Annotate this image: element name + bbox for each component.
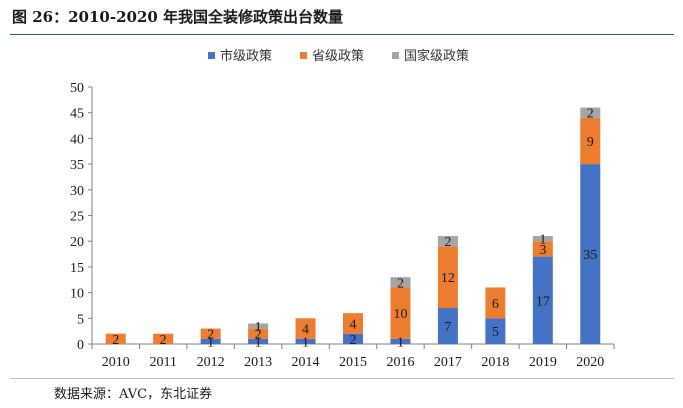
data-label: 2 — [350, 333, 357, 348]
x-tick-label: 2015 — [339, 355, 367, 370]
y-tick-label: 35 — [70, 158, 84, 173]
y-tick-label: 45 — [70, 107, 84, 122]
data-label: 2 — [397, 276, 404, 291]
footer-divider — [10, 378, 674, 379]
bar-segment-2 — [105, 333, 126, 344]
data-label: 4 — [302, 323, 309, 338]
x-tick-label: 2016 — [386, 355, 414, 370]
data-label: 2 — [444, 235, 451, 250]
data-label: 1 — [539, 233, 546, 248]
data-label: 2 — [587, 107, 594, 122]
bar-segment-3 — [390, 277, 411, 288]
bar-segment-2 — [532, 241, 553, 257]
legend-label-3: 国家级政策 — [404, 48, 469, 64]
y-tick-label: 50 — [70, 81, 84, 96]
bar-segment-2 — [390, 287, 411, 339]
bar-segment-2 — [248, 328, 269, 339]
x-tick-label: 2012 — [197, 355, 225, 370]
data-label: 2 — [160, 333, 167, 348]
data-label: 3 — [539, 243, 546, 258]
figure-title: 图 26：2010-2020 年我国全装修政策出台数量 — [12, 8, 344, 26]
data-label: 5 — [492, 325, 499, 340]
legend-swatch-1 — [208, 52, 215, 59]
data-label: 10 — [393, 307, 407, 322]
data-label: 6 — [492, 297, 499, 312]
x-tick-label: 2011 — [149, 355, 176, 370]
bar-segment-3 — [248, 323, 269, 329]
data-label: 17 — [536, 294, 550, 309]
y-tick-label: 40 — [70, 132, 84, 147]
x-axis: 2010 2011 2012 2013 2014 2015 2016 2017 2018 2019… — [91, 343, 615, 370]
legend-swatch-2 — [300, 52, 307, 59]
x-tick-label: 2020 — [576, 355, 604, 370]
chart-legend: 市级政策 省级政策 国家级政策 — [208, 48, 469, 64]
data-label: 2 — [255, 328, 262, 343]
data-label: 1 — [397, 335, 404, 350]
bar-segment-2 — [580, 117, 601, 165]
bar-segment-1 — [390, 338, 411, 344]
legend-label-2: 省级政策 — [312, 48, 364, 64]
y-tick-label: 0 — [77, 338, 84, 353]
y-tick-label: 20 — [70, 235, 84, 250]
y-tick-label: 10 — [70, 287, 84, 302]
y-tick-label: 15 — [70, 261, 84, 276]
data-label: 12 — [441, 271, 455, 286]
bar-segment-1 — [343, 333, 363, 344]
bar-segment-2 — [437, 246, 458, 309]
x-tick-label: 2019 — [529, 355, 557, 370]
bar-segment-3 — [437, 236, 458, 247]
x-tick-label: 2010 — [102, 355, 130, 370]
bar-segment-3 — [532, 236, 553, 242]
data-label: 7 — [444, 320, 451, 335]
legend-swatch-3 — [392, 52, 399, 59]
y-tick-label: 5 — [77, 312, 84, 327]
bars — [105, 107, 601, 344]
data-label: 9 — [587, 135, 594, 150]
x-tick-label: 2013 — [244, 355, 272, 370]
data-label: 1 — [255, 320, 262, 335]
x-tick-label: 2014 — [292, 355, 320, 370]
bar-segment-2 — [153, 333, 174, 344]
data-label: 1 — [302, 335, 309, 350]
bar-segment-1 — [580, 164, 601, 344]
data-label: 1 — [207, 335, 214, 350]
source-note: 数据来源：AVC，东北证券 — [54, 387, 213, 402]
bar-segment-1 — [532, 256, 553, 344]
data-label: 2 — [207, 328, 214, 343]
y-tick-label: 25 — [70, 210, 84, 225]
y-axis: 0 5 10 15 20 25 30 35 40 45 50 — [70, 81, 93, 353]
data-label: 35 — [583, 248, 597, 263]
data-label: 4 — [350, 317, 357, 332]
bar-segment-2 — [343, 313, 363, 334]
title-divider — [10, 34, 674, 35]
bar-segment-2 — [485, 287, 506, 319]
bar-segment-1 — [485, 318, 506, 344]
bar-segment-3 — [580, 107, 601, 118]
bar-segment-2 — [200, 328, 221, 339]
y-tick-label: 30 — [70, 184, 84, 199]
bar-segment-1 — [248, 338, 269, 344]
legend-label-1: 市级政策 — [220, 48, 272, 64]
bar-segment-1 — [437, 308, 458, 344]
data-label: 1 — [255, 335, 262, 350]
data-label: 2 — [112, 333, 119, 348]
x-tick-label: 2017 — [434, 355, 462, 370]
x-tick-label: 2018 — [481, 355, 509, 370]
bar-segment-1 — [200, 338, 221, 344]
bar-segment-2 — [295, 318, 316, 339]
bar-segment-1 — [295, 338, 316, 344]
